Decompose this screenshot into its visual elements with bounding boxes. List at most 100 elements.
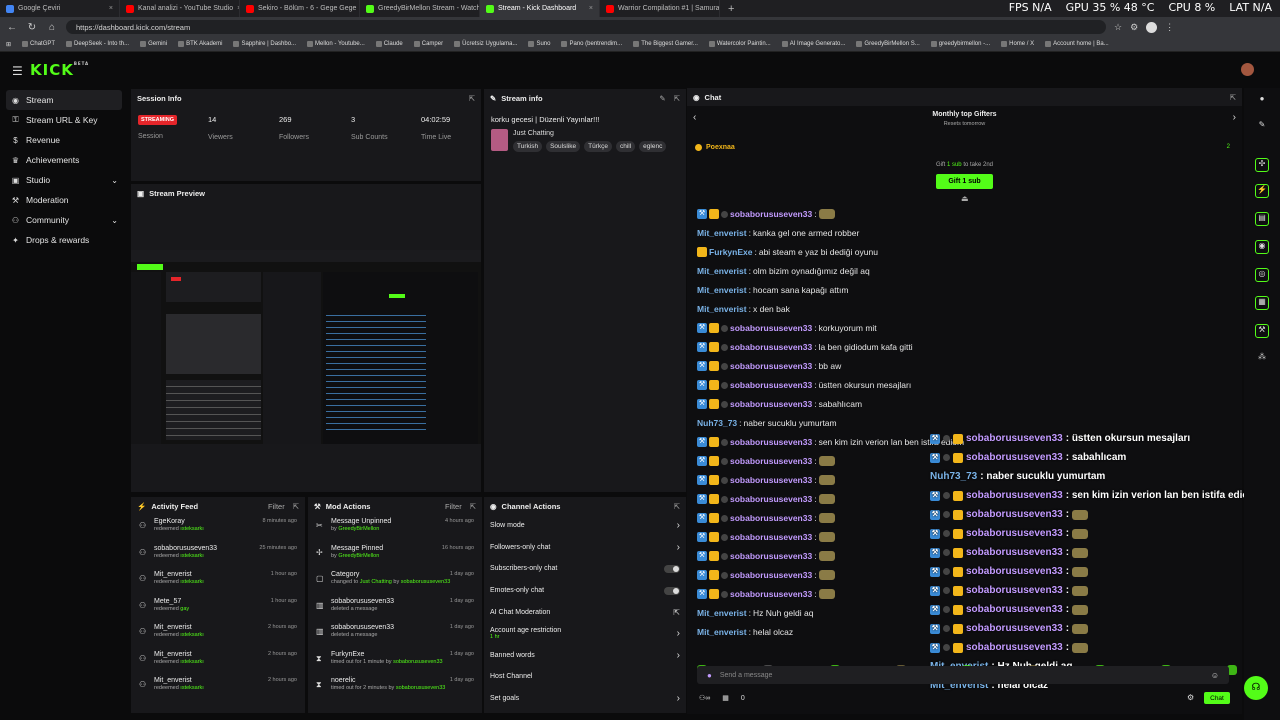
chat-username[interactable]: sobaborususeven33 xyxy=(730,323,813,333)
infinity-icon[interactable]: ⚇∞ xyxy=(699,695,711,702)
browser-tab[interactable]: Sekiro - Bölüm - 6 - Gege Gege · × xyxy=(240,0,360,17)
bookmark-item[interactable]: Suno xyxy=(528,41,550,47)
bookmark-item[interactable]: Camper xyxy=(413,41,443,47)
new-tab-icon[interactable]: + xyxy=(728,2,735,15)
bookmark-item[interactable]: Watercolor Paintin... xyxy=(708,41,771,47)
chat-username[interactable]: sobaborususeven33 xyxy=(730,589,813,599)
chevron-right-icon[interactable]: › xyxy=(676,628,680,640)
chat-username[interactable]: sobaborususeven33 xyxy=(730,342,813,352)
clipboard-icon[interactable]: ▤ xyxy=(1255,212,1269,226)
channel-action-host-channel[interactable]: Host Channel xyxy=(484,666,686,688)
chevron-right-icon[interactable]: › xyxy=(676,693,680,705)
mod-filter-button[interactable]: Filter xyxy=(445,501,462,511)
channel-action-emotes-only-chat[interactable]: Emotes-only chat xyxy=(484,580,686,602)
bookmark-item[interactable]: The Biggest Gamer... xyxy=(633,41,698,47)
sidebar-item-community[interactable]: ⚇ Community ⌄ xyxy=(0,210,128,230)
chat-username[interactable]: Mit_enverist xyxy=(697,228,747,238)
chat-username[interactable]: sobaborususeven33 xyxy=(730,532,813,542)
chat-username[interactable]: sobaborususeven33 xyxy=(730,437,813,447)
channel-action-subscribers-only-chat[interactable]: Subscribers-only chat xyxy=(484,558,686,580)
stream-tag[interactable]: Türkçe xyxy=(584,141,612,152)
chat-username[interactable]: sobaborususeven33 xyxy=(730,380,813,390)
activity-filter-button[interactable]: Filter xyxy=(268,501,285,511)
channel-action-banned-words[interactable]: Banned words › xyxy=(484,645,686,667)
bookmark-item[interactable]: Ücretsiz Uygulama... xyxy=(454,41,517,47)
chat-username[interactable]: sobaborususeven33 xyxy=(730,399,813,409)
chevron-down-icon[interactable]: ⌄ xyxy=(111,215,118,225)
chat-username[interactable]: Mit_enverist xyxy=(697,266,747,276)
chevron-right-icon[interactable]: › xyxy=(676,520,680,532)
emote-icon[interactable] xyxy=(1227,665,1237,675)
gifters-prev-icon[interactable]: ‹ xyxy=(693,112,697,123)
bookmark-item[interactable]: Gemini xyxy=(140,41,167,47)
channel-action-slow-mode[interactable]: Slow mode › xyxy=(484,515,686,537)
apps-grid-icon[interactable]: ⊞ xyxy=(6,41,12,48)
bookmark-item[interactable]: AI Image Generato... xyxy=(781,41,845,47)
broadcast-icon[interactable]: ◎ xyxy=(1255,268,1269,282)
popout-icon[interactable]: ⇱ xyxy=(292,501,299,511)
crosshair-icon[interactable]: ✣ xyxy=(1255,158,1269,172)
popout-icon[interactable]: ⇱ xyxy=(1229,92,1236,102)
popout-icon[interactable]: ⇱ xyxy=(469,501,476,511)
chat-username[interactable]: sobaborususeven33 xyxy=(730,361,813,371)
sidebar-item-revenue[interactable]: $ Revenue xyxy=(0,130,128,150)
apps-icon[interactable]: ⁂ xyxy=(1258,352,1266,361)
chat-username[interactable]: Mit_enverist xyxy=(697,608,747,618)
bookmark-item[interactable]: ChatGPT xyxy=(22,41,55,47)
bookmark-item[interactable]: Claude xyxy=(375,41,403,47)
info-icon[interactable]: ● xyxy=(1259,94,1265,103)
stream-preview-video[interactable] xyxy=(131,250,481,444)
toggle-switch[interactable] xyxy=(664,564,680,573)
chat-input[interactable]: ● Send a message ☺ xyxy=(697,666,1229,684)
sidebar-item-studio[interactable]: ▣ Studio ⌄ xyxy=(0,170,128,190)
chat-username[interactable]: Mit_enverist xyxy=(697,304,747,314)
bookmark-item[interactable]: Pano (bentrendim... xyxy=(561,41,622,47)
chat-username[interactable]: Mit_enverist xyxy=(697,285,747,295)
toggle-switch[interactable] xyxy=(664,586,680,595)
chat-username[interactable]: Mit_enverist xyxy=(697,627,747,637)
bookmark-item[interactable]: greedybirmellon -... xyxy=(930,41,990,47)
popout-icon[interactable]: ⇱ xyxy=(468,93,475,103)
browser-tab[interactable]: Kanal analizi - YouTube Studio× xyxy=(120,0,240,17)
chat-username[interactable]: sobaborususeven33 xyxy=(730,456,813,466)
emote-picker-icon[interactable]: ● xyxy=(707,670,712,680)
store-icon[interactable]: ▦ xyxy=(1255,296,1269,310)
hamburger-menu-icon[interactable]: ☰ xyxy=(12,64,23,78)
browser-tab[interactable]: Warrior Compilation #1 | Samurai× xyxy=(600,0,720,17)
close-tab-icon[interactable]: × xyxy=(588,5,593,12)
chevron-down-icon[interactable]: ⌄ xyxy=(111,175,118,185)
gift-sub-button[interactable]: Gift 1 sub xyxy=(936,174,993,189)
support-chat-icon[interactable]: ☊ xyxy=(1244,676,1268,700)
kick-logo[interactable]: KICKBETA xyxy=(30,61,90,79)
bookmark-star-icon[interactable]: ☆ xyxy=(1114,21,1123,32)
url-field[interactable]: https://dashboard.kick.com/stream xyxy=(66,20,1106,34)
chat-settings-icon[interactable]: ⚙ xyxy=(1187,693,1195,702)
browser-tab[interactable]: Google Çeviri × xyxy=(0,0,120,17)
chat-username[interactable]: sobaborususeven33 xyxy=(730,551,813,561)
menu-dots-icon[interactable]: ⋮ xyxy=(1165,21,1175,32)
stream-tag[interactable]: Turkish xyxy=(513,141,543,152)
close-tab-icon[interactable]: × xyxy=(237,5,239,12)
chevron-right-icon[interactable]: › xyxy=(676,541,680,553)
chevron-right-icon[interactable]: › xyxy=(676,649,680,661)
lightning-icon[interactable]: ⚡ xyxy=(1255,184,1269,198)
bookmark-item[interactable]: Account home | Ba... xyxy=(1045,41,1109,47)
stream-tag[interactable]: eglenc xyxy=(639,141,667,152)
back-icon[interactable]: ← xyxy=(7,21,17,33)
bookmark-item[interactable]: GreedyBirMellon S... xyxy=(856,41,920,47)
gifters-next-icon[interactable]: › xyxy=(1232,112,1236,123)
refresh-icon[interactable]: ↻ xyxy=(27,21,37,33)
wrench-icon[interactable]: ⚒ xyxy=(1255,324,1269,338)
edit-icon[interactable]: ✎ xyxy=(1258,120,1266,129)
expand-handle-icon[interactable]: ⏏ xyxy=(961,194,969,203)
stream-tag[interactable]: Soulslike xyxy=(546,141,581,152)
bookmark-item[interactable]: Home / X xyxy=(1001,41,1034,47)
home-icon[interactable]: ⌂ xyxy=(48,21,56,33)
profile-icon[interactable] xyxy=(1146,21,1158,33)
edit-icon[interactable]: ✎ xyxy=(659,93,666,103)
channel-action-account-age-restriction[interactable]: Account age restriction 1 hr › xyxy=(484,623,686,645)
sidebar-item-achievements[interactable]: ♛ Achievements xyxy=(0,150,128,170)
chat-username[interactable]: Nuh73_73 xyxy=(697,418,738,428)
bookmark-item[interactable]: DeepSeek - Into th... xyxy=(66,41,129,47)
bookmark-item[interactable]: BTK Akademi xyxy=(178,41,222,47)
